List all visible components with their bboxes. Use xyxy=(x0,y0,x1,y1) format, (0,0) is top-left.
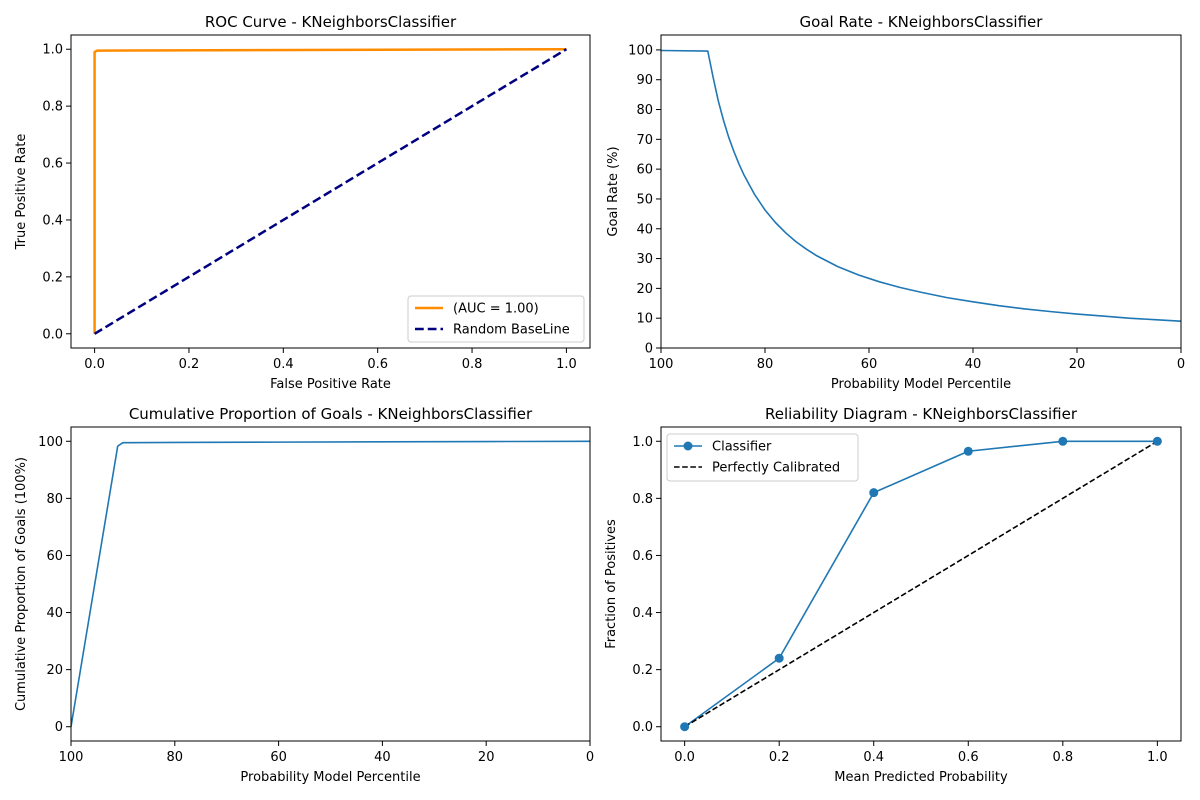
x-tick-label: 0.4 xyxy=(273,357,294,372)
legend-label: Random BaseLine xyxy=(453,323,570,338)
x-tick-label: 1.0 xyxy=(1147,750,1168,765)
chart-panel-4: Reliability Diagram - KNeighborsClassifi… xyxy=(604,405,1182,785)
x-tick-label: 0.0 xyxy=(674,750,695,765)
data-point xyxy=(1058,436,1068,446)
chart-title: Reliability Diagram - KNeighborsClassifi… xyxy=(765,405,1078,423)
x-tick-label: 0 xyxy=(586,750,594,765)
series-line-2 xyxy=(93,48,568,335)
y-tick-label: 20 xyxy=(636,282,653,297)
chart-panel-3: Cumulative Proportion of Goals - KNeighb… xyxy=(14,405,594,785)
axes-frame xyxy=(70,34,591,349)
x-axis-label: False Positive Rate xyxy=(270,377,391,392)
x-axis-label: Probability Model Percentile xyxy=(240,770,420,785)
x-axis-label: Mean Predicted Probability xyxy=(834,770,1008,785)
y-axis-label: Goal Rate (%) xyxy=(606,146,621,236)
x-tick-label: 40 xyxy=(374,750,391,765)
legend-box xyxy=(407,295,585,343)
y-tick-label: 0.0 xyxy=(632,720,653,735)
axes-frame xyxy=(660,34,1182,349)
y-tick-label: 0.6 xyxy=(42,157,63,172)
x-tick-label: 100 xyxy=(649,357,674,372)
y-tick-label: 0.2 xyxy=(632,663,653,678)
x-tick-label: 0.8 xyxy=(462,357,483,372)
legend-box xyxy=(666,433,859,482)
x-axis-label: Probability Model Percentile xyxy=(831,377,1011,392)
plot-area xyxy=(71,440,590,727)
y-tick-label: 20 xyxy=(46,663,63,678)
chart-panel-1: ROC Curve - KNeighborsClassifier 0.0 0.2 0.… xyxy=(14,13,591,392)
y-tick-label: 0 xyxy=(55,720,63,735)
y-tick-label: 80 xyxy=(46,492,63,507)
x-tick-label: 100 xyxy=(59,750,84,765)
x-tick-label: 0.6 xyxy=(958,750,979,765)
y-tick-label: 0.8 xyxy=(632,492,653,507)
y-tick-label: 0.0 xyxy=(42,327,63,342)
y-tick-label: 10 xyxy=(636,312,653,327)
x-tick-label: 20 xyxy=(1069,357,1086,372)
y-axis-label: True Positive Rate xyxy=(14,134,29,251)
legend: (AUC = 1.00) Random BaseLine xyxy=(407,295,585,343)
chart-title: Goal Rate - KNeighborsClassifier xyxy=(800,13,1044,31)
x-tick-label: 0.6 xyxy=(367,357,388,372)
plot-area xyxy=(684,440,1158,728)
data-point xyxy=(680,722,690,732)
x-tick-label: 20 xyxy=(478,750,495,765)
y-tick-label: 100 xyxy=(628,43,653,58)
y-tick-label: 50 xyxy=(636,192,653,207)
y-tick-label: 100 xyxy=(38,435,63,450)
series-line-1 xyxy=(71,440,590,727)
y-tick-label: 0.4 xyxy=(42,213,63,228)
y-tick-label: 60 xyxy=(636,163,653,178)
y-tick-label: 70 xyxy=(636,133,653,148)
x-tick-label: 60 xyxy=(270,750,287,765)
legend: Classifier Perfectly Calibrated xyxy=(666,433,859,482)
axes-frame xyxy=(660,426,1182,742)
x-tick-label: 0.2 xyxy=(179,357,200,372)
data-point xyxy=(869,488,879,498)
x-tick-label: 80 xyxy=(757,357,774,372)
y-tick-label: 0.8 xyxy=(42,100,63,115)
y-tick-label: 1.0 xyxy=(632,435,653,450)
y-tick-label: 1.0 xyxy=(42,43,63,58)
x-tick-label: 0 xyxy=(1177,357,1185,372)
x-tick-label: 60 xyxy=(861,357,878,372)
data-point xyxy=(963,446,973,456)
legend-marker xyxy=(683,441,693,451)
y-tick-label: 0.6 xyxy=(632,549,653,564)
x-tick-label: 0.0 xyxy=(84,357,105,372)
y-tick-label: 0.4 xyxy=(632,606,653,621)
series-line-2 xyxy=(684,440,1158,728)
x-tick-label: 0.2 xyxy=(769,750,790,765)
x-tick-label: 0.4 xyxy=(863,750,884,765)
legend-label: Classifier xyxy=(712,440,772,455)
legend-label: (AUC = 1.00) xyxy=(453,302,539,317)
x-tick-label: 1.0 xyxy=(556,357,577,372)
y-axis-label: Fraction of Positives xyxy=(604,519,619,649)
axes-frame xyxy=(70,426,591,742)
x-tick-label: 40 xyxy=(965,357,982,372)
plot-area xyxy=(93,47,568,335)
y-tick-label: 0.2 xyxy=(42,270,63,285)
y-tick-label: 60 xyxy=(46,549,63,564)
x-tick-label: 80 xyxy=(167,750,184,765)
plot-area xyxy=(661,49,1181,322)
series-line-1 xyxy=(661,49,1181,322)
y-tick-label: 40 xyxy=(636,222,653,237)
y-tick-label: 80 xyxy=(636,103,653,118)
x-tick-label: 0.8 xyxy=(1052,750,1073,765)
data-point xyxy=(1152,436,1162,446)
y-tick-label: 0 xyxy=(645,342,653,357)
y-tick-label: 30 xyxy=(636,252,653,267)
series-line-1 xyxy=(684,440,1158,728)
data-point xyxy=(774,653,784,663)
y-axis-label: Cumulative Proportion of Goals (100%) xyxy=(14,457,29,711)
chart-title: Cumulative Proportion of Goals - KNeighb… xyxy=(129,405,533,423)
y-tick-label: 40 xyxy=(46,606,63,621)
chart-title: ROC Curve - KNeighborsClassifier xyxy=(205,13,457,31)
legend-label: Perfectly Calibrated xyxy=(712,461,840,476)
y-tick-label: 90 xyxy=(636,73,653,88)
series-line-1 xyxy=(93,47,567,334)
